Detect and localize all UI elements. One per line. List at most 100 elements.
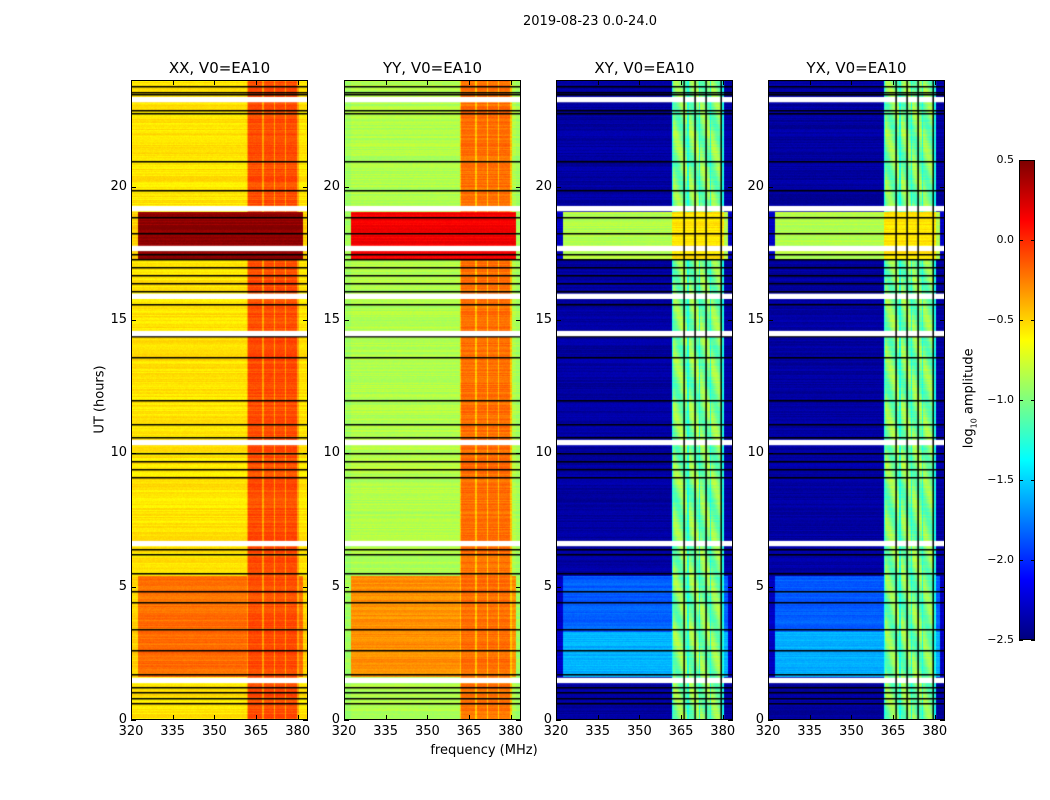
y-tick-right <box>728 720 733 721</box>
x-axis-label: frequency (MHz) <box>430 743 538 758</box>
x-tick <box>851 715 853 720</box>
x-tick-label: 335 <box>797 724 823 739</box>
colorbar-tick <box>1019 640 1023 641</box>
x-tick-label: 335 <box>373 724 399 739</box>
y-tick-label: 10 <box>323 445 340 461</box>
y-tick-label: 5 <box>331 578 340 594</box>
x-tick-label: 320 <box>755 724 781 739</box>
x-tick-top <box>556 80 557 85</box>
x-tick-top <box>172 80 174 85</box>
x-tick <box>172 715 174 720</box>
y-tick-label: 15 <box>110 312 127 327</box>
x-tick-label: 320 <box>543 724 569 739</box>
colorbar-tick-label: −2.5 <box>987 633 1014 646</box>
x-tick-label: 380 <box>498 724 524 739</box>
y-tick <box>556 320 561 321</box>
y-tick <box>768 453 773 455</box>
y-tick <box>768 586 773 588</box>
y-tick-label: 5 <box>543 578 552 594</box>
panel-title: YY, V0=EA10 <box>382 59 483 77</box>
heatmap-panel <box>556 80 733 720</box>
colorbar-tick-right <box>1031 480 1035 481</box>
y-tick-label: 0 <box>543 712 552 727</box>
y-tick-label: 10 <box>747 445 764 461</box>
y-tick-right <box>303 186 308 188</box>
colorbar-tick-label: −1.0 <box>987 393 1014 406</box>
x-tick-label: 365 <box>243 724 269 739</box>
y-tick-right <box>516 320 521 321</box>
x-tick-top <box>510 80 512 85</box>
x-tick <box>256 715 258 720</box>
y-tick-label: 15 <box>747 312 764 327</box>
x-tick-label: 335 <box>585 724 611 739</box>
x-tick-top <box>469 80 471 85</box>
y-tick-right <box>303 720 308 721</box>
colorbar-tick <box>1019 480 1023 481</box>
colorbar-tick <box>1019 400 1023 401</box>
x-tick-label: 365 <box>456 724 482 739</box>
x-tick-label: 320 <box>331 724 357 739</box>
x-tick <box>556 715 557 720</box>
x-tick <box>469 715 471 720</box>
x-tick-top <box>385 80 387 85</box>
colorbar-tick-label: −1.5 <box>987 473 1014 486</box>
x-tick-top <box>851 80 853 85</box>
y-tick-right <box>516 586 521 588</box>
x-tick <box>681 715 683 720</box>
x-tick <box>809 715 811 720</box>
y-tick-right <box>940 186 945 188</box>
panel-title: XX, V0=EA10 <box>168 59 271 77</box>
y-tick <box>556 186 561 188</box>
y-tick <box>131 720 136 721</box>
colorbar-tick-right <box>1031 320 1035 321</box>
x-tick <box>893 715 895 720</box>
x-tick-label: 380 <box>710 724 736 739</box>
x-tick-label: 320 <box>118 724 144 739</box>
colorbar-tick-right <box>1031 640 1035 641</box>
colorbar-tick-label: 0.5 <box>996 153 1015 166</box>
y-tick-right <box>940 720 945 721</box>
y-tick-right <box>516 186 521 188</box>
y-tick <box>344 453 349 455</box>
y-tick-label: 10 <box>110 445 127 461</box>
x-tick <box>344 715 345 720</box>
y-tick <box>768 320 773 321</box>
y-tick <box>344 320 349 321</box>
heatmap-image <box>557 81 732 719</box>
y-tick <box>768 186 773 188</box>
colorbar-tick-right <box>1031 400 1035 401</box>
x-tick-label: 350 <box>414 724 440 739</box>
colorbar-tick-right <box>1031 560 1035 561</box>
y-tick-label: 20 <box>110 178 127 194</box>
colorbar-tick <box>1019 560 1023 561</box>
x-tick-top <box>809 80 811 85</box>
x-tick-top <box>768 80 769 85</box>
colorbar-tick <box>1019 320 1023 321</box>
x-tick <box>297 715 299 720</box>
x-tick-label: 335 <box>160 724 186 739</box>
heatmap-image <box>345 81 520 719</box>
y-tick-label: 0 <box>118 712 127 727</box>
colorbar-tick-label: −0.5 <box>987 313 1014 326</box>
colorbar-tick <box>1019 160 1023 161</box>
x-tick-top <box>597 80 599 85</box>
x-tick <box>131 715 132 720</box>
y-tick-label: 0 <box>331 712 340 727</box>
x-tick-top <box>297 80 299 85</box>
y-tick-label: 20 <box>747 178 764 194</box>
x-tick-top <box>722 80 724 85</box>
y-tick <box>344 186 349 188</box>
x-tick <box>934 715 936 720</box>
y-tick-right <box>728 320 733 321</box>
x-tick <box>768 715 769 720</box>
y-tick-label: 10 <box>535 445 552 461</box>
y-tick-right <box>303 453 308 455</box>
x-tick-label: 380 <box>922 724 948 739</box>
y-tick-label: 0 <box>755 712 764 727</box>
x-tick-label: 350 <box>201 724 227 739</box>
y-tick-label: 5 <box>755 578 764 594</box>
y-tick-right <box>728 453 733 455</box>
x-tick-label: 350 <box>838 724 864 739</box>
panel-title: YX, V0=EA10 <box>806 59 907 77</box>
